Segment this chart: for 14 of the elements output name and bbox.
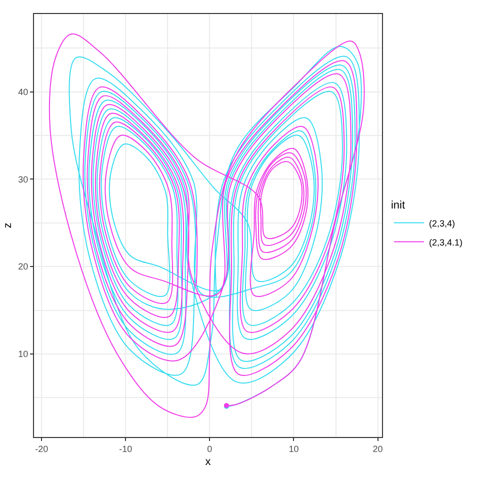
legend-label: (2,3,4) (428, 218, 455, 228)
y-tick-label: 10 (18, 349, 28, 360)
legend-label: (2,3,4.1) (428, 237, 462, 248)
x-axis-title: x (205, 456, 212, 468)
x-tick-label: -10 (119, 444, 132, 454)
x-tick-label: 10 (288, 444, 299, 454)
y-tick-label: 40 (18, 86, 28, 97)
x-tick-label: 20 (372, 444, 383, 454)
y-tick-label: 20 (18, 262, 28, 272)
x-tick-label: 0 (207, 444, 212, 454)
y-tick-label: 30 (18, 174, 28, 184)
x-tick-label: -20 (35, 444, 48, 454)
legend-title: init (390, 199, 406, 212)
y-axis-title: z (2, 222, 14, 228)
